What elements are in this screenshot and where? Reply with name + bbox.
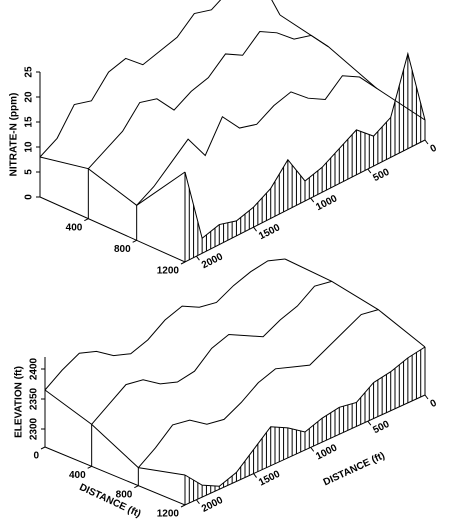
x-tick-label: 1000 [314, 442, 339, 462]
side-edge [279, 14, 426, 121]
x-tick [367, 168, 372, 174]
z-tick [132, 239, 137, 243]
y-tick-label: 0 [24, 194, 35, 200]
profile [184, 346, 426, 487]
y-tick-label: 5 [24, 169, 35, 175]
z-tick [180, 504, 186, 508]
x-tick-label: 1000 [314, 193, 339, 213]
z-tick [87, 465, 92, 469]
profile [91, 280, 332, 425]
x-tick-label: 500 [371, 419, 391, 437]
side-edge [44, 389, 186, 476]
side-edge [39, 156, 186, 206]
y-axis-title: NITRATE-N (ppm) [9, 93, 20, 177]
x-tick [424, 139, 429, 145]
y-tick-label: 2300 [29, 417, 40, 440]
x-tick [424, 394, 429, 400]
x-tick-label: 1500 [257, 222, 282, 242]
x-tick-label: 2000 [200, 251, 225, 271]
profile [184, 51, 426, 240]
y-tick-label: 2350 [29, 387, 40, 410]
profile [87, 31, 329, 170]
z-tick-label: 0 [33, 451, 39, 462]
z-tick [180, 261, 186, 265]
x-tick [310, 447, 315, 452]
x-tick-label: 2000 [200, 495, 225, 515]
profile [39, 0, 281, 158]
profile [137, 309, 379, 468]
z-tick-label: 800 [116, 489, 133, 500]
y-tick-label: 2400 [29, 357, 40, 380]
profile [136, 75, 377, 206]
x-tick-label: 0 [429, 398, 439, 411]
y-tick-label: 20 [24, 91, 35, 103]
x-tick [196, 499, 200, 505]
y-tick-label: 10 [24, 141, 35, 153]
z-tick-label: 400 [69, 470, 86, 481]
y-axis-title: ELEVATION (ft) [14, 366, 25, 438]
x-tick [253, 473, 257, 478]
z-tick-label: 800 [114, 244, 131, 255]
x-tick-label: 500 [371, 166, 391, 184]
x-tick [310, 197, 315, 203]
x-tick [367, 420, 372, 426]
x-tick [196, 255, 200, 261]
z-tick [134, 485, 139, 489]
z-tick [84, 218, 89, 222]
z-tick-label: 1200 [157, 266, 180, 277]
z-axis-title: DISTANCE (ft) [77, 482, 142, 520]
x-tick [253, 226, 257, 232]
z-tick [40, 446, 46, 450]
base-edge [44, 394, 426, 506]
x-tick-label: 1500 [257, 468, 282, 488]
x-tick-label: 0 [429, 143, 439, 156]
side-edge [284, 258, 426, 348]
profile [44, 258, 286, 391]
z-tick-label: 1200 [157, 509, 180, 520]
z-tick-label: 400 [66, 222, 83, 233]
y-tick-label: 15 [24, 116, 35, 128]
y-tick-label: 25 [24, 66, 35, 78]
